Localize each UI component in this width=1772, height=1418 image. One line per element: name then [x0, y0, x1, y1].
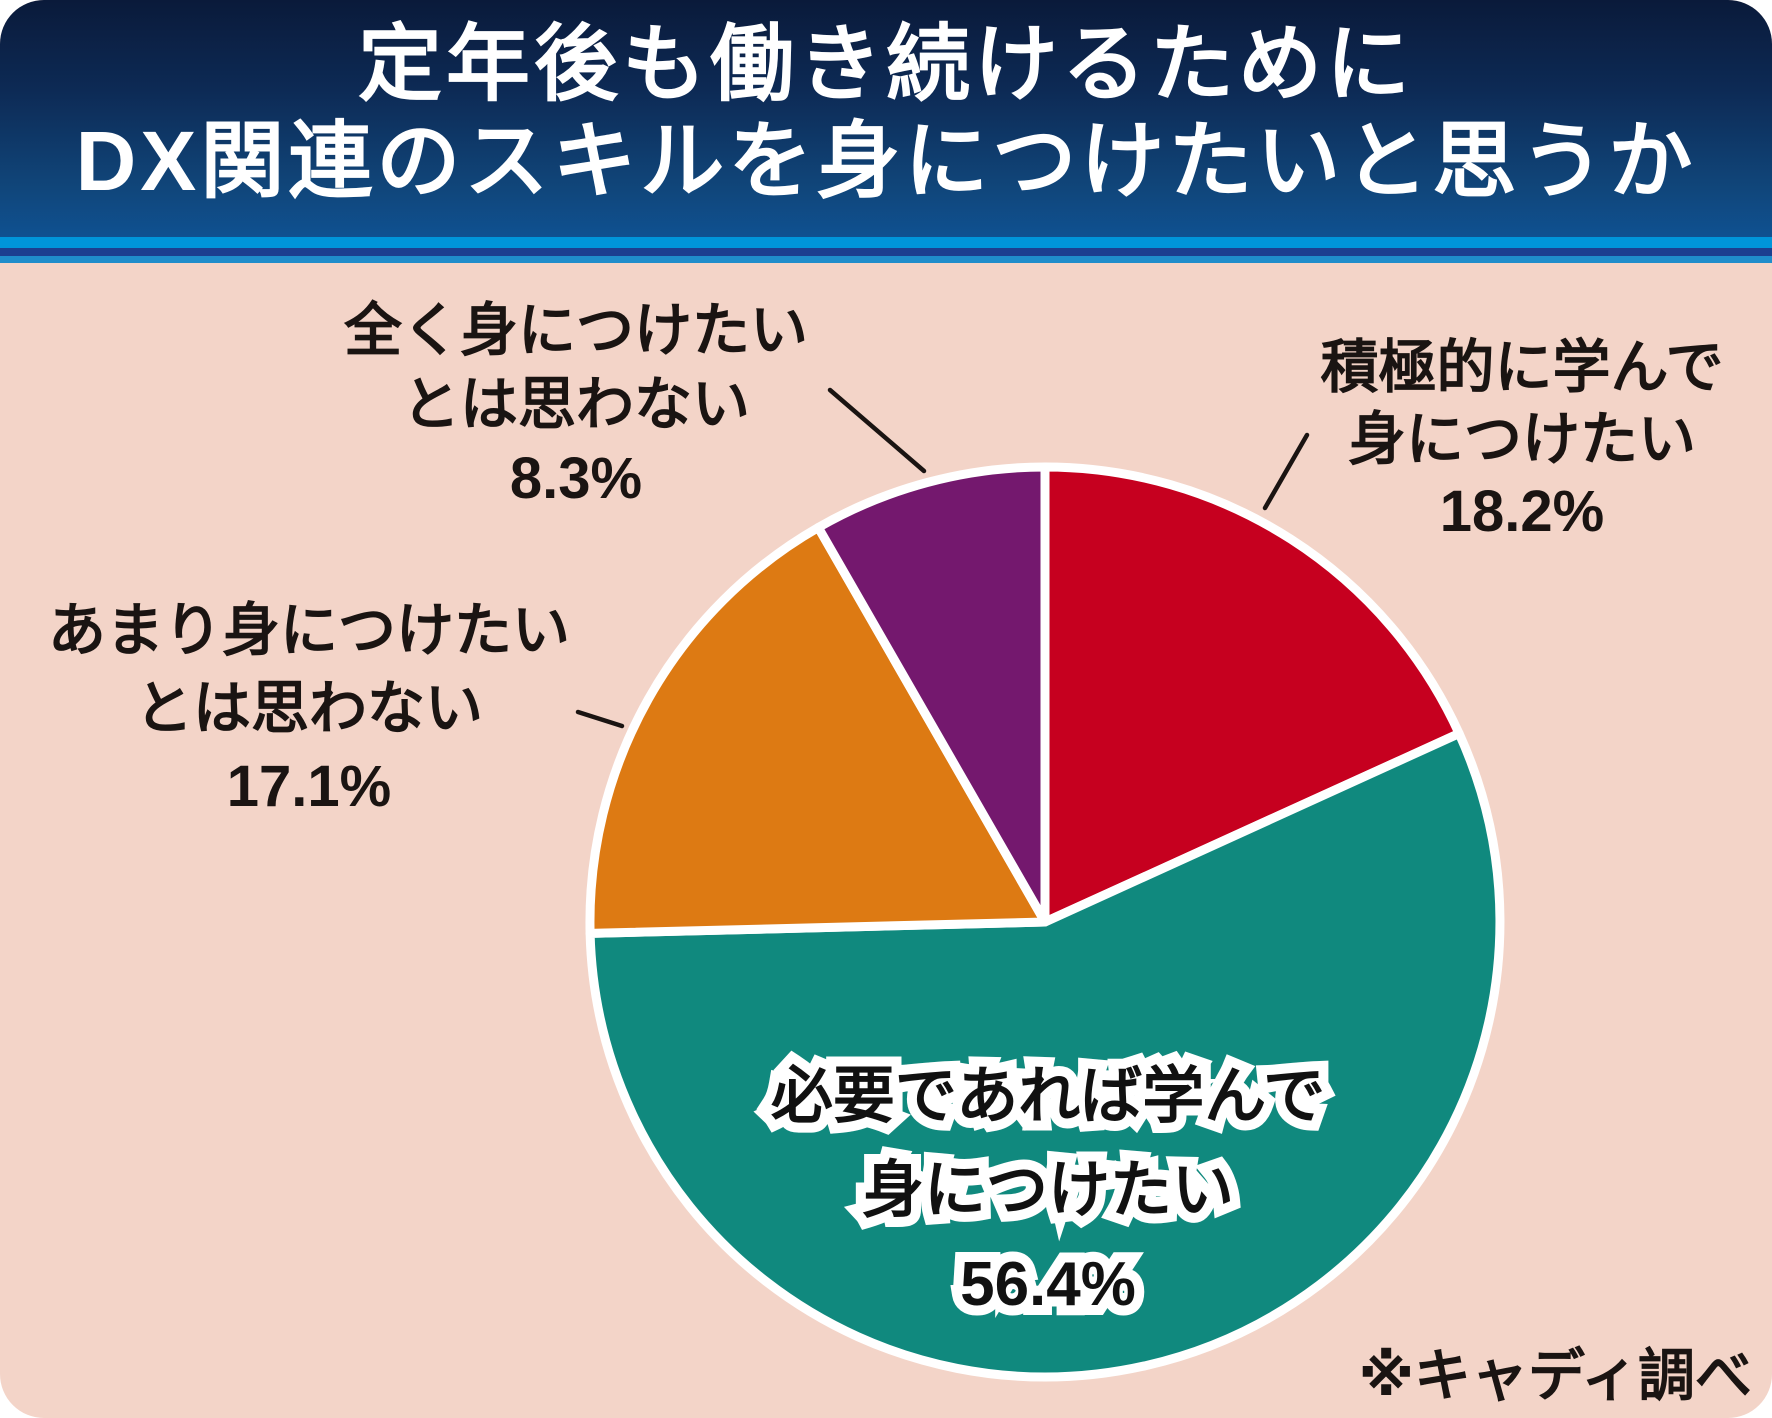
pie-slice-2 [585, 523, 1050, 938]
slice-label-teal-value: 56.4% [771, 1238, 1326, 1332]
slice-label-red-line2: 身につけたい [1347, 407, 1697, 472]
slice-label-orange-line1: あまり身につけたい [47, 598, 571, 663]
slice-label-teal-line2: 身につけたい [771, 1144, 1326, 1238]
header-stripe-navy [0, 248, 1772, 256]
slice-label-purple-line1: 全く身につけたい [343, 298, 809, 363]
slice-label-purple-line2: とは思わない [401, 372, 751, 437]
header-stripe-blue [0, 256, 1772, 263]
page-title-line1: 定年後も働き続けるために [357, 17, 1414, 111]
header-stripe-light-blue [0, 237, 1772, 248]
slice-label-orange: あまり身につけたい とは思わない 17.1% [48, 592, 570, 826]
slice-label-orange-line2: とは思わない [134, 676, 484, 741]
slice-label-teal: 必要であれば学んで 身につけたい 56.4% [771, 1050, 1326, 1332]
slice-label-red: 積極的に学んで 身につけたい 18.2% [1320, 332, 1723, 548]
page-title: 定年後も働き続けるために DX関連のスキルを身につけたいと思うか [0, 16, 1772, 210]
slice-label-red-value: 18.2% [1439, 479, 1605, 544]
leader-line-red-slice [1262, 432, 1310, 511]
slice-label-purple-value: 8.3% [509, 446, 643, 511]
header-band [0, 0, 1772, 237]
source-note: ※キャディ調べ [1358, 1344, 1752, 1408]
pie-slice-0 [1040, 462, 1464, 927]
pie-slice-3 [813, 462, 1050, 927]
leader-line-purple-slice [827, 387, 927, 474]
slice-label-orange-value: 17.1% [226, 754, 392, 819]
leader-line-orange-slice [575, 709, 625, 729]
page-title-line2: DX関連のスキルを身につけたいと思うか [75, 114, 1697, 208]
leader-lines [575, 387, 1310, 729]
slice-label-teal-line1: 必要であれば学んで [771, 1050, 1326, 1144]
slice-label-red-line1: 積極的に学んで [1320, 335, 1724, 400]
slice-label-purple: 全く身につけたい とは思わない 8.3% [344, 294, 808, 516]
